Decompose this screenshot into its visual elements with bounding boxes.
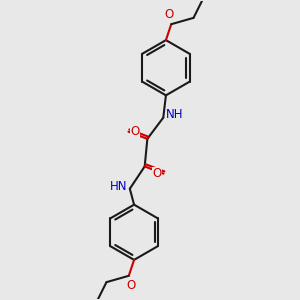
Text: O: O xyxy=(152,167,162,180)
Text: O: O xyxy=(164,8,173,21)
Text: NH: NH xyxy=(166,109,184,122)
Text: HN: HN xyxy=(110,180,127,193)
Text: O: O xyxy=(127,279,136,292)
Text: O: O xyxy=(130,125,140,138)
